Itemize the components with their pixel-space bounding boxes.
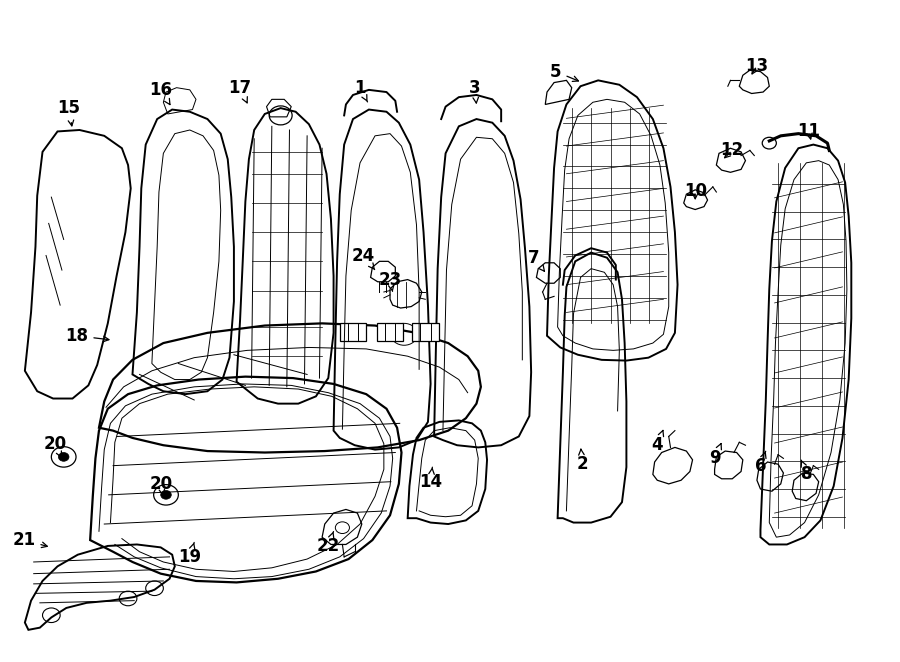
Text: 19: 19 (178, 542, 202, 566)
Text: 5: 5 (550, 63, 579, 81)
Text: 24: 24 (352, 246, 375, 269)
Text: 10: 10 (684, 182, 706, 201)
Text: 8: 8 (801, 460, 813, 483)
Text: 3: 3 (469, 79, 481, 103)
Text: 16: 16 (149, 81, 172, 105)
Text: 1: 1 (355, 79, 367, 102)
Text: 22: 22 (317, 532, 340, 555)
Text: 13: 13 (745, 57, 769, 75)
Text: 17: 17 (229, 79, 252, 103)
Text: 2: 2 (577, 449, 588, 473)
Text: 12: 12 (721, 142, 743, 160)
Text: 20: 20 (43, 435, 67, 458)
Text: 9: 9 (709, 444, 722, 467)
Circle shape (161, 491, 171, 499)
FancyBboxPatch shape (377, 323, 403, 341)
Text: 4: 4 (652, 430, 663, 454)
Text: 14: 14 (419, 467, 442, 491)
Text: 7: 7 (528, 249, 544, 271)
Circle shape (58, 453, 69, 461)
FancyBboxPatch shape (412, 323, 438, 341)
Text: 11: 11 (797, 122, 821, 140)
Text: 21: 21 (13, 531, 48, 549)
Text: 6: 6 (755, 451, 766, 475)
FancyBboxPatch shape (340, 323, 366, 341)
Text: 15: 15 (58, 99, 80, 126)
Text: 23: 23 (378, 271, 401, 291)
Text: 20: 20 (149, 475, 172, 496)
Text: 18: 18 (66, 327, 109, 345)
